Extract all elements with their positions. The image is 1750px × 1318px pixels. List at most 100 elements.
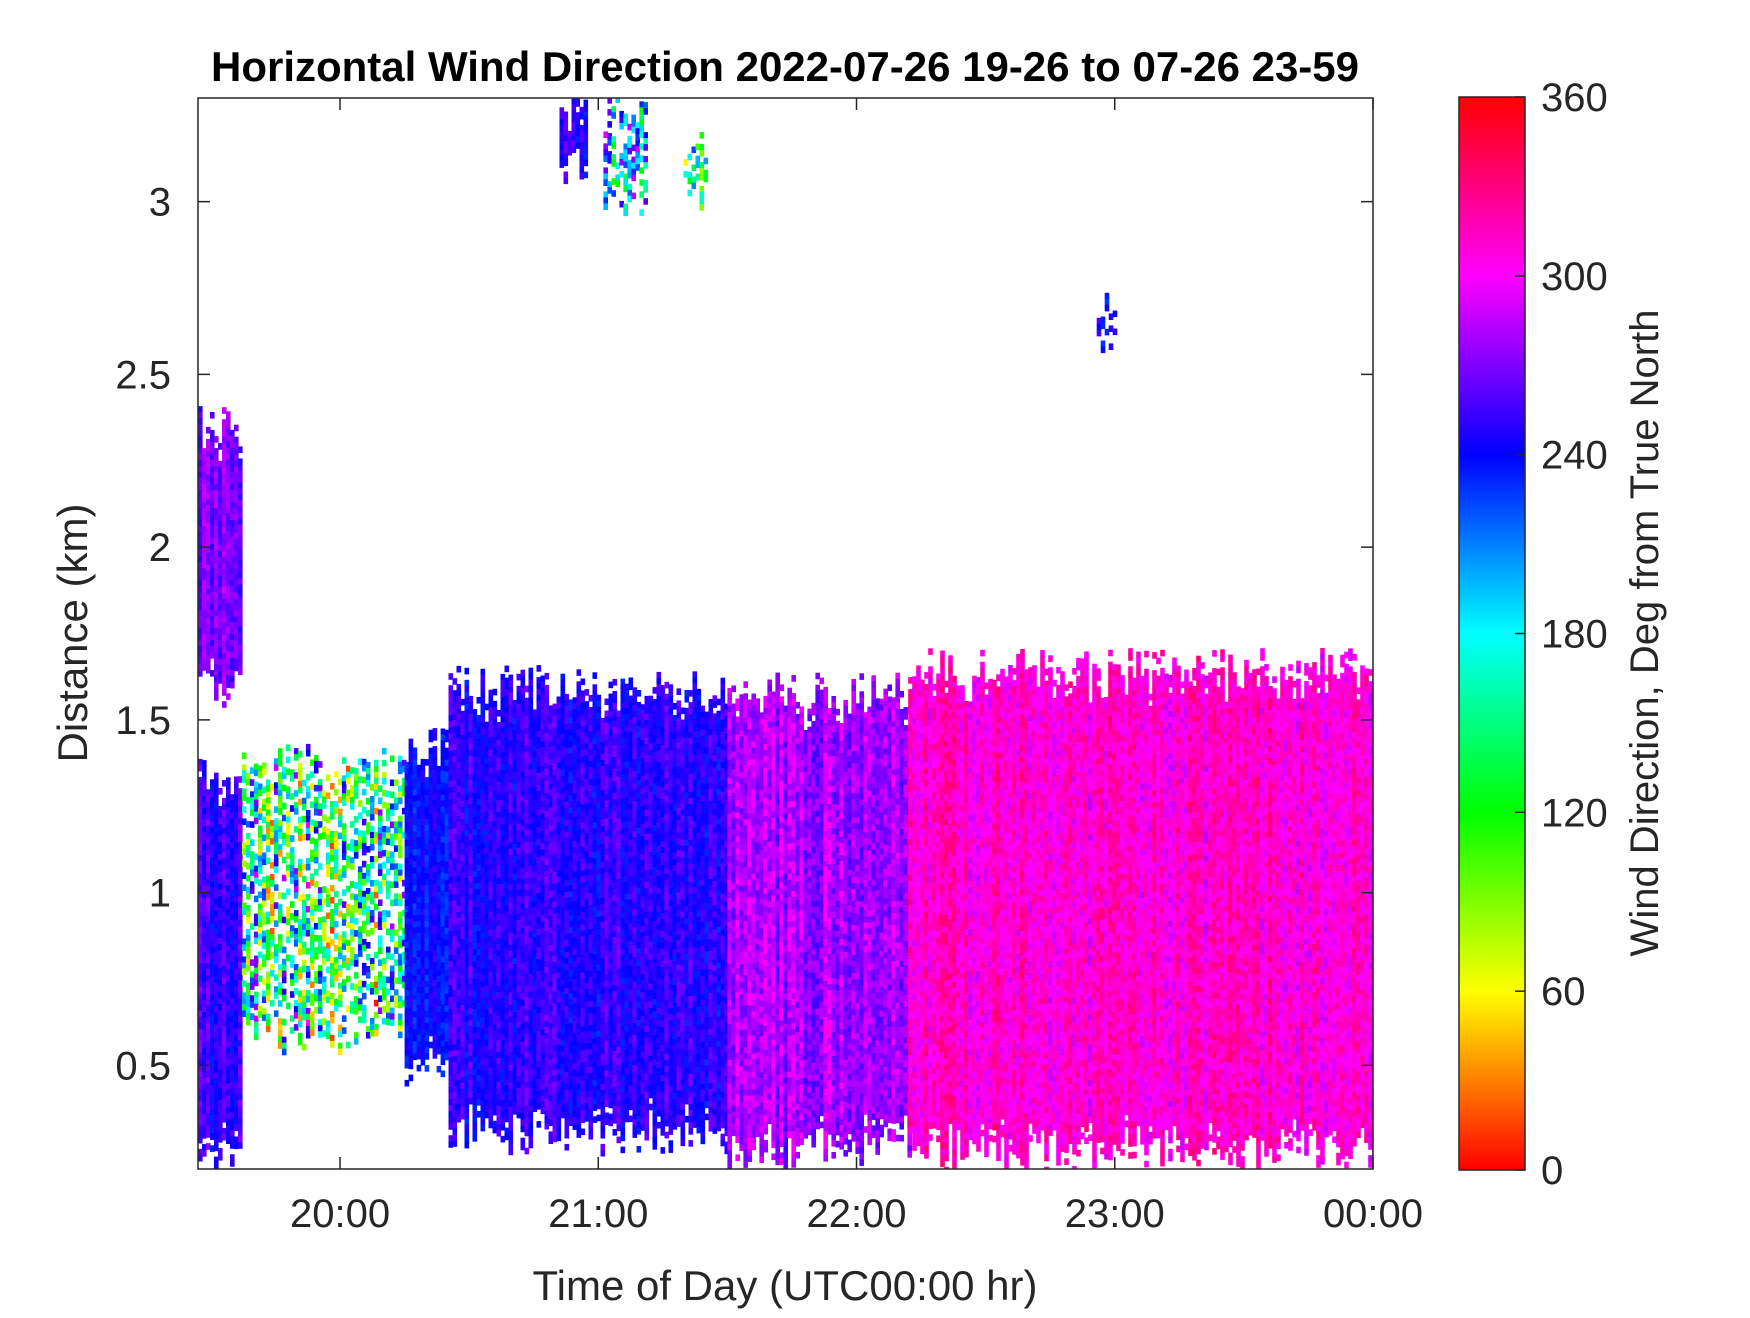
heatmap-cell [565, 712, 570, 719]
heatmap-cell [417, 1065, 422, 1072]
heatmap-cell [529, 836, 534, 843]
heatmap-cell [493, 947, 498, 954]
heatmap-cell [561, 1004, 566, 1011]
heatmap-cell [441, 1041, 446, 1048]
heatmap-cell [509, 1095, 514, 1102]
heatmap-cell [218, 545, 223, 552]
heatmap-cell [489, 1026, 494, 1033]
heatmap-cell [234, 879, 239, 886]
heatmap-cell [525, 728, 530, 735]
heatmap-cell [202, 994, 207, 1001]
heatmap-cell [405, 840, 410, 847]
heatmap-cell [294, 1024, 299, 1031]
heatmap-cell [469, 924, 474, 931]
heatmap-cell [521, 688, 526, 695]
heatmap-cell [481, 1017, 486, 1024]
heatmap-cell [405, 834, 410, 841]
heatmap-cell [501, 782, 506, 789]
heatmap-cell [254, 896, 259, 903]
heatmap-cell [473, 1015, 478, 1022]
heatmap-cell [238, 506, 243, 513]
heatmap-cell [298, 973, 303, 980]
heatmap-cell [242, 956, 247, 963]
heatmap-cell [549, 1047, 554, 1054]
heatmap-cell [569, 849, 574, 856]
heatmap-cell [513, 862, 518, 869]
heatmap-cell [505, 1116, 510, 1123]
heatmap-cell [441, 849, 446, 856]
heatmap-cell [513, 826, 518, 833]
heatmap-cell [557, 961, 562, 968]
heatmap-cell [234, 789, 239, 796]
heatmap-cell [513, 832, 518, 839]
heatmap-cell [533, 775, 538, 782]
heatmap-cell [338, 1043, 343, 1050]
heatmap-cell [457, 906, 462, 913]
heatmap-cell [417, 879, 422, 886]
heatmap-cell [214, 610, 219, 617]
heatmap-cell [557, 895, 562, 902]
heatmap-cell [234, 921, 239, 928]
heatmap-cell [226, 537, 231, 544]
heatmap-cell [497, 734, 502, 741]
heatmap-cell [485, 992, 490, 999]
heatmap-cell [561, 698, 566, 705]
heatmap-cell [509, 927, 514, 934]
heatmap-cell [493, 725, 498, 732]
heatmap-cell [493, 1025, 498, 1032]
heatmap-cell [561, 680, 566, 687]
heatmap-cell [561, 1016, 566, 1023]
heatmap-cell [206, 873, 211, 880]
heatmap-cell [362, 759, 367, 766]
heatmap-cell [565, 736, 570, 743]
heatmap-cell [302, 996, 307, 1003]
heatmap-cell [453, 708, 458, 715]
heatmap-cell [202, 988, 207, 995]
heatmap-cell [206, 939, 211, 946]
heatmap-cell [378, 839, 383, 846]
heatmap-cell [338, 779, 343, 786]
heatmap-cell [210, 983, 215, 990]
heatmap-cell [214, 472, 219, 479]
heatmap-cell [210, 851, 215, 858]
heatmap-cell [545, 829, 550, 836]
heatmap-cell [537, 845, 542, 852]
heatmap-cell [449, 751, 454, 758]
heatmap-cell [409, 979, 414, 986]
heatmap-cell [429, 928, 434, 935]
heatmap-cell [234, 963, 239, 970]
heatmap-cell [206, 1053, 211, 1060]
heatmap-cell [469, 1086, 474, 1093]
heatmap-cell [465, 818, 470, 825]
heatmap-cell [318, 977, 323, 984]
heatmap-cell [505, 912, 510, 919]
heatmap-cell [569, 819, 574, 826]
heatmap-cell [417, 849, 422, 856]
heatmap-cell [533, 1057, 538, 1064]
heatmap-cell [549, 1023, 554, 1030]
heatmap-cell [350, 923, 355, 930]
heatmap-cell [541, 964, 546, 971]
heatmap-cell [461, 765, 466, 772]
heatmap-cell [409, 1015, 414, 1022]
heatmap-cell [405, 846, 410, 853]
heatmap-cell [278, 844, 283, 851]
heatmap-cell [218, 653, 223, 660]
heatmap-cell [314, 989, 319, 996]
heatmap-cell [477, 799, 482, 806]
heatmap-cell [250, 887, 255, 894]
heatmap-cell [278, 778, 283, 785]
heatmap-cell [238, 824, 243, 831]
heatmap-cell [525, 998, 530, 1005]
chart-title: Horizontal Wind Direction 2022-07-26 19-… [211, 43, 1359, 90]
heatmap-cell [449, 919, 454, 926]
heatmap-cell [230, 1136, 235, 1143]
heatmap-cell [250, 971, 255, 978]
heatmap-cell [362, 849, 367, 856]
heatmap-cell [453, 1044, 458, 1051]
heatmap-cell [453, 876, 458, 883]
heatmap-cell [334, 801, 339, 808]
heatmap-cell [453, 1038, 458, 1045]
heatmap-cell [398, 798, 403, 805]
heatmap-cell [202, 1132, 207, 1139]
